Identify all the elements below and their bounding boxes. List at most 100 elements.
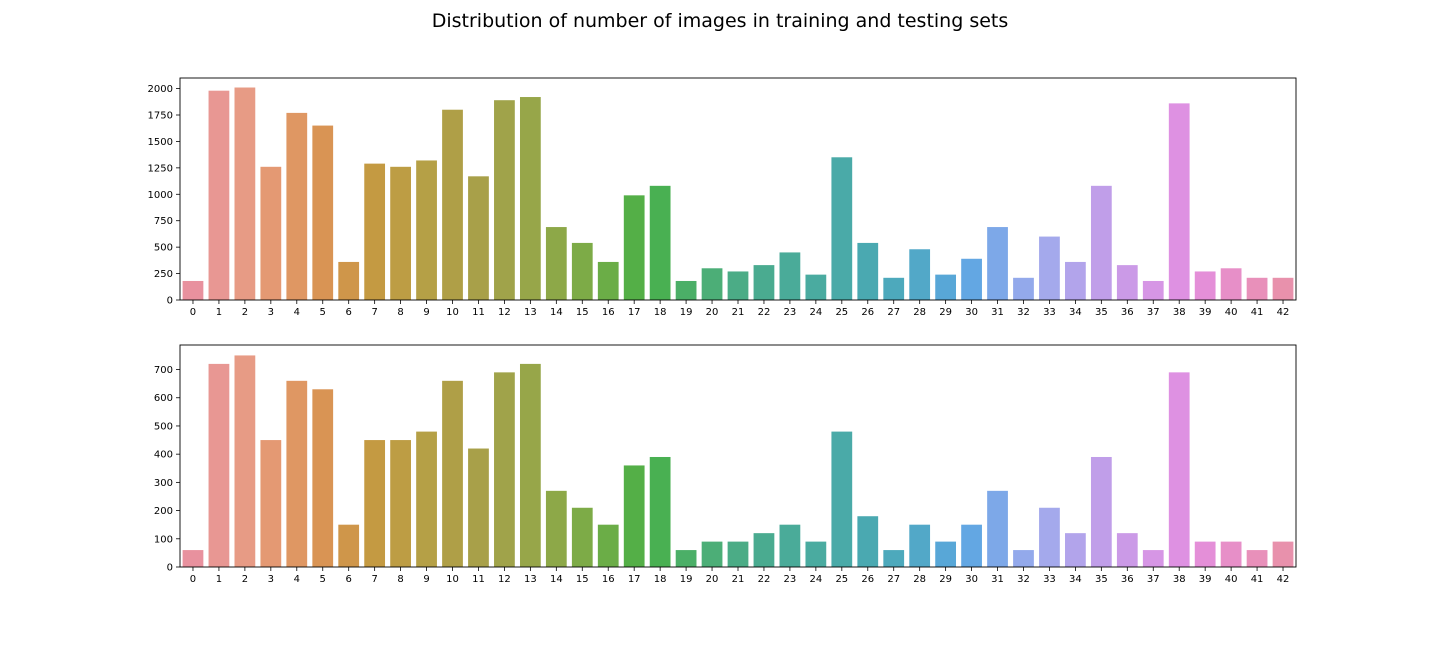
x-tick-label: 22 (758, 574, 771, 585)
y-tick-label: 100 (154, 534, 173, 545)
bar-3 (260, 166, 282, 300)
x-tick-label: 28 (913, 574, 926, 585)
y-tick-label: 700 (154, 365, 173, 376)
x-tick-label: 8 (397, 574, 403, 585)
x-tick-label: 31 (991, 574, 1004, 585)
x-tick-label: 42 (1277, 307, 1290, 318)
bar-23 (779, 524, 801, 567)
bar-4 (286, 380, 308, 567)
bar-5 (312, 125, 334, 300)
bar-28 (909, 524, 931, 567)
bar-12 (494, 372, 515, 567)
x-tick-label: 6 (346, 307, 352, 318)
bar-20 (701, 541, 723, 567)
x-tick-label: 7 (371, 307, 377, 318)
bar-12 (494, 100, 515, 300)
bar-1 (208, 90, 230, 300)
bar-2 (234, 87, 256, 300)
x-tick-label: 40 (1225, 574, 1238, 585)
x-tick-label: 40 (1225, 307, 1238, 318)
bar-21 (727, 541, 749, 567)
bar-25 (831, 157, 853, 300)
x-tick-label: 18 (654, 307, 667, 318)
x-tick-label: 9 (423, 307, 429, 318)
bar-2 (234, 355, 256, 567)
x-tick-label: 19 (680, 307, 693, 318)
x-tick-label: 4 (294, 307, 300, 318)
bar-14 (545, 227, 567, 300)
x-tick-label: 23 (784, 307, 797, 318)
bar-28 (909, 249, 931, 300)
bar-1 (208, 363, 230, 567)
x-tick-label: 41 (1251, 574, 1264, 585)
bar-42 (1272, 277, 1294, 300)
bar-42 (1272, 541, 1294, 567)
y-tick-label: 1750 (148, 111, 173, 122)
x-tick-label: 8 (397, 307, 403, 318)
x-tick-label: 20 (706, 574, 719, 585)
bar-18 (649, 185, 671, 300)
x-tick-label: 25 (835, 574, 848, 585)
x-tick-label: 39 (1199, 574, 1212, 585)
y-tick-label: 250 (154, 269, 173, 280)
bar-38 (1168, 103, 1190, 300)
x-tick-label: 5 (320, 574, 326, 585)
x-tick-label: 33 (1043, 307, 1056, 318)
y-tick-label: 1500 (148, 137, 173, 148)
x-tick-label: 26 (861, 307, 874, 318)
y-tick-label: 500 (154, 421, 173, 432)
x-tick-label: 30 (965, 307, 978, 318)
x-tick-label: 34 (1069, 307, 1082, 318)
x-tick-label: 36 (1121, 574, 1134, 585)
bar-29 (935, 274, 957, 300)
bar-15 (571, 242, 593, 300)
y-tick-label: 0 (167, 563, 173, 574)
x-tick-label: 9 (423, 574, 429, 585)
x-tick-label: 33 (1043, 574, 1056, 585)
x-tick-label: 11 (472, 574, 485, 585)
y-tick-label: 400 (154, 450, 173, 461)
bar-40 (1220, 541, 1242, 567)
bar-32 (1013, 277, 1034, 300)
x-tick-label: 29 (939, 307, 952, 318)
bar-22 (753, 265, 775, 300)
x-tick-label: 1 (216, 574, 222, 585)
bar-17 (623, 465, 645, 567)
x-tick-label: 27 (887, 307, 900, 318)
y-tick-label: 200 (154, 506, 173, 517)
bar-23 (779, 252, 801, 300)
bar-0 (182, 280, 204, 300)
bar-37 (1142, 550, 1164, 567)
bar-16 (597, 261, 619, 300)
bar-36 (1116, 533, 1138, 567)
x-tick-label: 20 (706, 307, 719, 318)
bar-35 (1090, 185, 1112, 300)
bar-22 (753, 533, 775, 567)
x-tick-label: 34 (1069, 574, 1082, 585)
bar-26 (857, 516, 879, 567)
bar-24 (805, 274, 827, 300)
bar-14 (545, 490, 567, 567)
x-tick-label: 2 (242, 574, 248, 585)
x-tick-label: 13 (524, 307, 537, 318)
bar-8 (390, 166, 411, 300)
x-tick-label: 12 (498, 307, 511, 318)
x-tick-label: 1 (216, 307, 222, 318)
x-tick-label: 2 (242, 307, 248, 318)
x-tick-label: 41 (1251, 307, 1264, 318)
bar-33 (1039, 236, 1060, 300)
bar-5 (312, 389, 334, 567)
bar-0 (182, 550, 204, 567)
bar-11 (468, 176, 489, 300)
x-tick-label: 10 (446, 574, 459, 585)
bar-18 (649, 456, 671, 567)
training-set-chart: 0 1 2 3 4 5 6 7 8 9 10 11 12 13 14 15 16 17 18 19 20 21 22 23 24… (148, 77, 1297, 318)
bar-37 (1142, 280, 1164, 300)
bar-30 (961, 258, 982, 300)
x-tick-label: 19 (680, 574, 693, 585)
x-tick-label: 31 (991, 307, 1004, 318)
bar-41 (1246, 277, 1268, 300)
bar-39 (1194, 541, 1216, 567)
y-tick-label: 600 (154, 393, 173, 404)
x-tick-label: 21 (732, 307, 745, 318)
